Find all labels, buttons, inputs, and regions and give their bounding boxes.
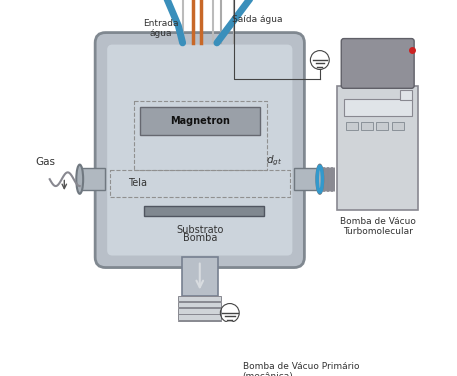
Bar — [205, 355, 211, 376]
Bar — [337, 86, 419, 210]
Bar — [178, 296, 221, 301]
Bar — [110, 170, 290, 197]
Bar — [225, 355, 232, 376]
Bar — [178, 314, 221, 320]
Bar — [218, 355, 225, 376]
Bar — [178, 333, 221, 338]
Text: $d_{gt}$: $d_{gt}$ — [266, 154, 282, 168]
Text: Bomba de Vácuo Primário
(mecânica): Bomba de Vácuo Primário (mecânica) — [243, 362, 359, 376]
FancyBboxPatch shape — [95, 33, 304, 268]
Ellipse shape — [316, 165, 323, 194]
Bar — [399, 90, 412, 100]
Bar — [324, 167, 325, 191]
Bar — [232, 355, 239, 376]
Bar — [140, 107, 260, 135]
Bar — [323, 167, 324, 191]
Bar — [197, 348, 202, 355]
Ellipse shape — [76, 165, 83, 194]
Bar — [178, 327, 221, 332]
Bar — [212, 355, 218, 376]
Bar — [344, 99, 412, 116]
Bar — [178, 302, 221, 307]
Bar — [178, 339, 221, 344]
Bar — [334, 167, 335, 191]
Text: Magnetron: Magnetron — [170, 116, 230, 126]
Bar — [144, 206, 264, 216]
Bar — [327, 167, 328, 191]
Bar — [294, 168, 320, 190]
FancyBboxPatch shape — [164, 353, 198, 376]
Bar — [345, 122, 357, 130]
Text: Entrada
água: Entrada água — [143, 19, 179, 38]
Bar — [361, 122, 373, 130]
Text: Saída água: Saída água — [232, 15, 282, 24]
Bar — [377, 122, 388, 130]
Bar — [178, 346, 221, 351]
Text: Substrato: Substrato — [176, 224, 223, 235]
Bar — [331, 167, 332, 191]
Bar — [182, 257, 218, 296]
Bar — [392, 122, 404, 130]
FancyBboxPatch shape — [107, 45, 292, 256]
Text: Gas: Gas — [36, 157, 55, 167]
Bar — [80, 168, 106, 190]
Bar — [178, 321, 221, 326]
Bar — [134, 101, 266, 170]
Bar — [178, 308, 221, 314]
Text: Bomba de Vácuo
Turbomolecular: Bomba de Vácuo Turbomolecular — [340, 217, 415, 237]
Text: Tela: Tela — [128, 179, 147, 188]
Bar — [195, 358, 234, 376]
FancyBboxPatch shape — [341, 39, 414, 88]
Text: Bomba: Bomba — [183, 233, 217, 243]
